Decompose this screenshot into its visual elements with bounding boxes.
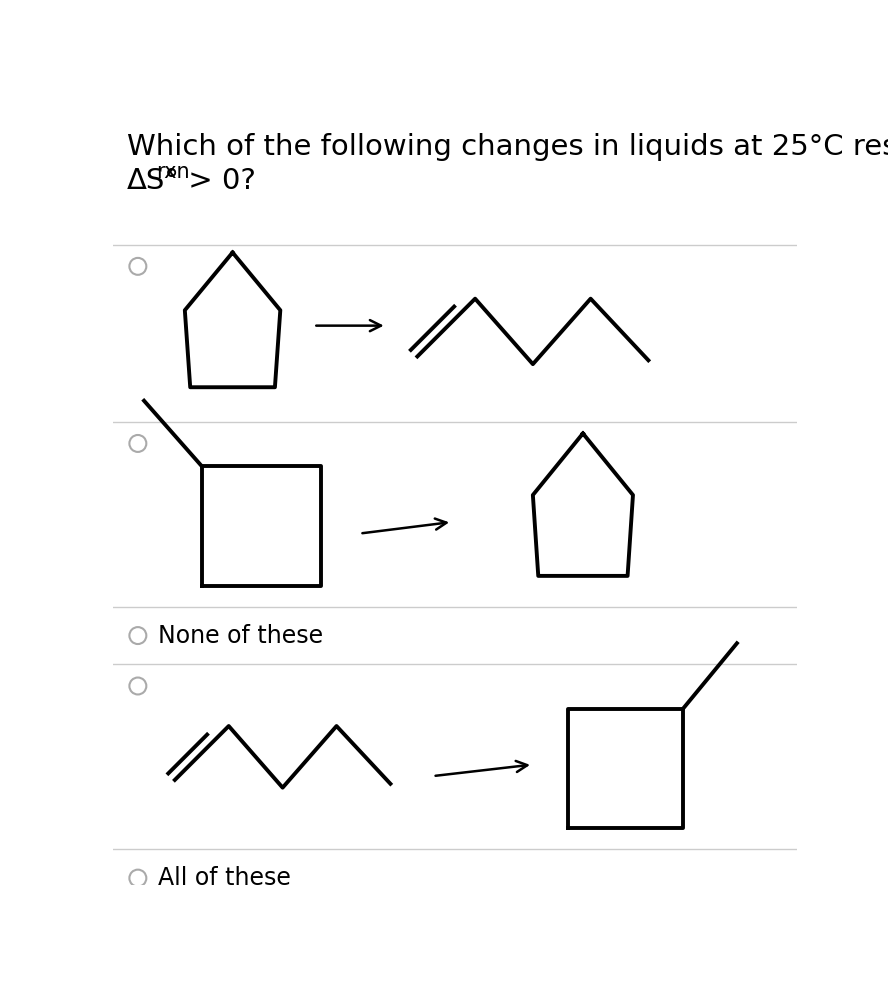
Text: None of these: None of these [158, 623, 323, 647]
Text: ΔS°: ΔS° [127, 167, 180, 195]
Text: All of these: All of these [158, 866, 290, 890]
Text: rxn: rxn [156, 162, 190, 183]
Text: > 0?: > 0? [179, 167, 257, 195]
Text: Which of the following changes in liquids at 25°C results in: Which of the following changes in liquid… [127, 133, 888, 161]
